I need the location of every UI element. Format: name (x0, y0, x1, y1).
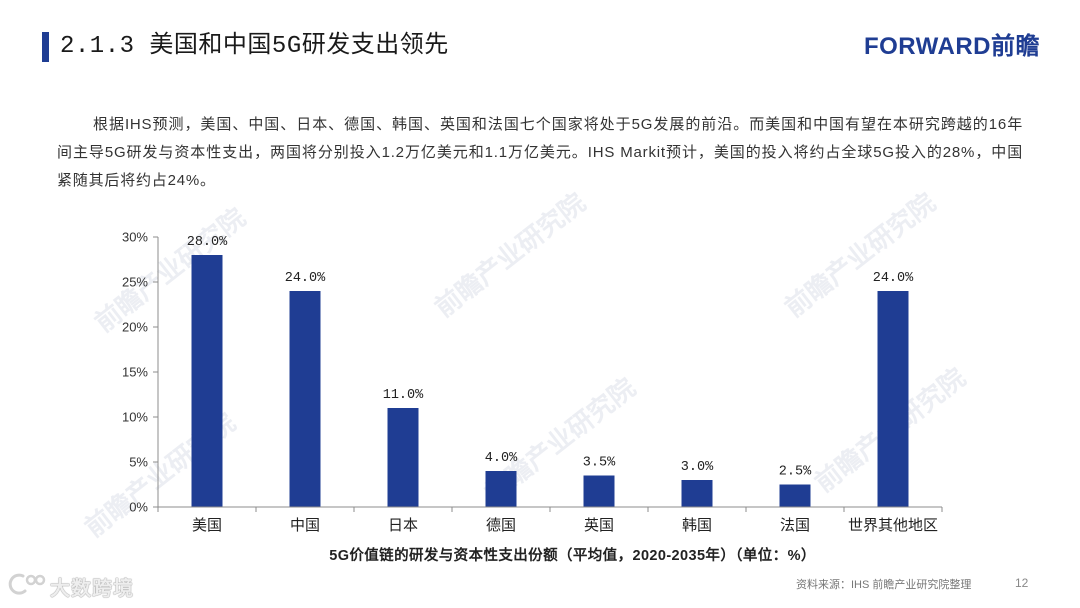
category-label: 英国 (584, 516, 614, 534)
chart-bar (681, 480, 713, 507)
y-tick-label: 5% (129, 455, 148, 470)
data-label: 3.5% (583, 456, 616, 471)
y-tick-label: 25% (122, 275, 148, 290)
data-label: 11.0% (383, 388, 424, 403)
source-note: 资料来源：IHS 前瞻产业研究院整理 (796, 579, 972, 591)
intro-paragraph: 根据IHS预测，美国、中国、日本、德国、韩国、英国和法国七个国家将处于5G发展的… (57, 116, 1023, 189)
data-label: 2.5% (779, 465, 812, 480)
y-tick-label: 15% (122, 365, 148, 380)
y-tick-label: 20% (122, 320, 148, 335)
category-label: 日本 (388, 517, 418, 534)
brand-swirl-logo-icon (8, 571, 46, 602)
bar-chart: 0% 5% 10% 15% 20% 25% 30% 28.0% 美国 24.0% 中国 11.0% 日本… (122, 230, 943, 534)
chart-bar (191, 255, 223, 507)
slide-title: 2.1.3 美国和中国5G研发支出领先 (60, 33, 449, 60)
category-label: 德国 (486, 516, 516, 534)
chart-bar (779, 484, 811, 507)
brand-watermark: 大数跨境 (8, 572, 134, 600)
page-number: 12 (1015, 576, 1029, 590)
chart-bar (583, 475, 615, 507)
forward-logo: FORWARD前瞻 (863, 33, 1040, 60)
chart-caption: 5G价值链的研发与资本性支出份额（平均值，2020-2035年）（单位：%） (329, 548, 816, 564)
chart-bar (289, 291, 321, 507)
y-tick-label: 0% (129, 500, 148, 515)
data-label: 3.0% (681, 460, 714, 475)
category-label: 韩国 (682, 517, 712, 534)
title-accent-bar (42, 32, 49, 62)
chart-bar (877, 291, 909, 507)
data-label: 24.0% (873, 271, 914, 286)
chart-bar (387, 408, 419, 507)
category-label: 中国 (290, 517, 320, 534)
y-tick-label: 10% (122, 410, 148, 425)
chart-bar (485, 471, 517, 507)
y-tick-label: 30% (122, 230, 148, 245)
category-label: 世界其他地区 (848, 517, 938, 534)
data-label: 4.0% (485, 451, 518, 466)
data-label: 24.0% (285, 271, 326, 286)
category-label: 美国 (192, 517, 222, 534)
data-label: 28.0% (187, 235, 228, 250)
category-label: 法国 (780, 517, 810, 534)
brand-watermark-text: 大数跨境 (50, 575, 134, 600)
